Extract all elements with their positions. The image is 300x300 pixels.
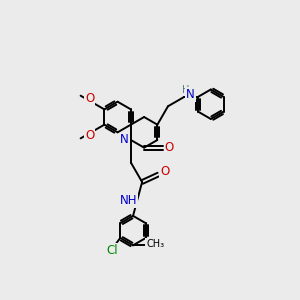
Text: O: O (85, 92, 94, 104)
Text: H: H (182, 85, 189, 95)
Text: methoxy: methoxy (80, 88, 86, 89)
Text: OMe_label: OMe_label (82, 87, 89, 88)
Text: O: O (165, 141, 174, 154)
Text: N: N (186, 88, 195, 101)
Text: N: N (120, 134, 129, 146)
Text: CH₃: CH₃ (146, 239, 164, 249)
Text: O: O (85, 129, 94, 142)
Text: O: O (160, 165, 170, 178)
Text: NH: NH (120, 194, 137, 207)
Text: Cl: Cl (106, 244, 118, 257)
